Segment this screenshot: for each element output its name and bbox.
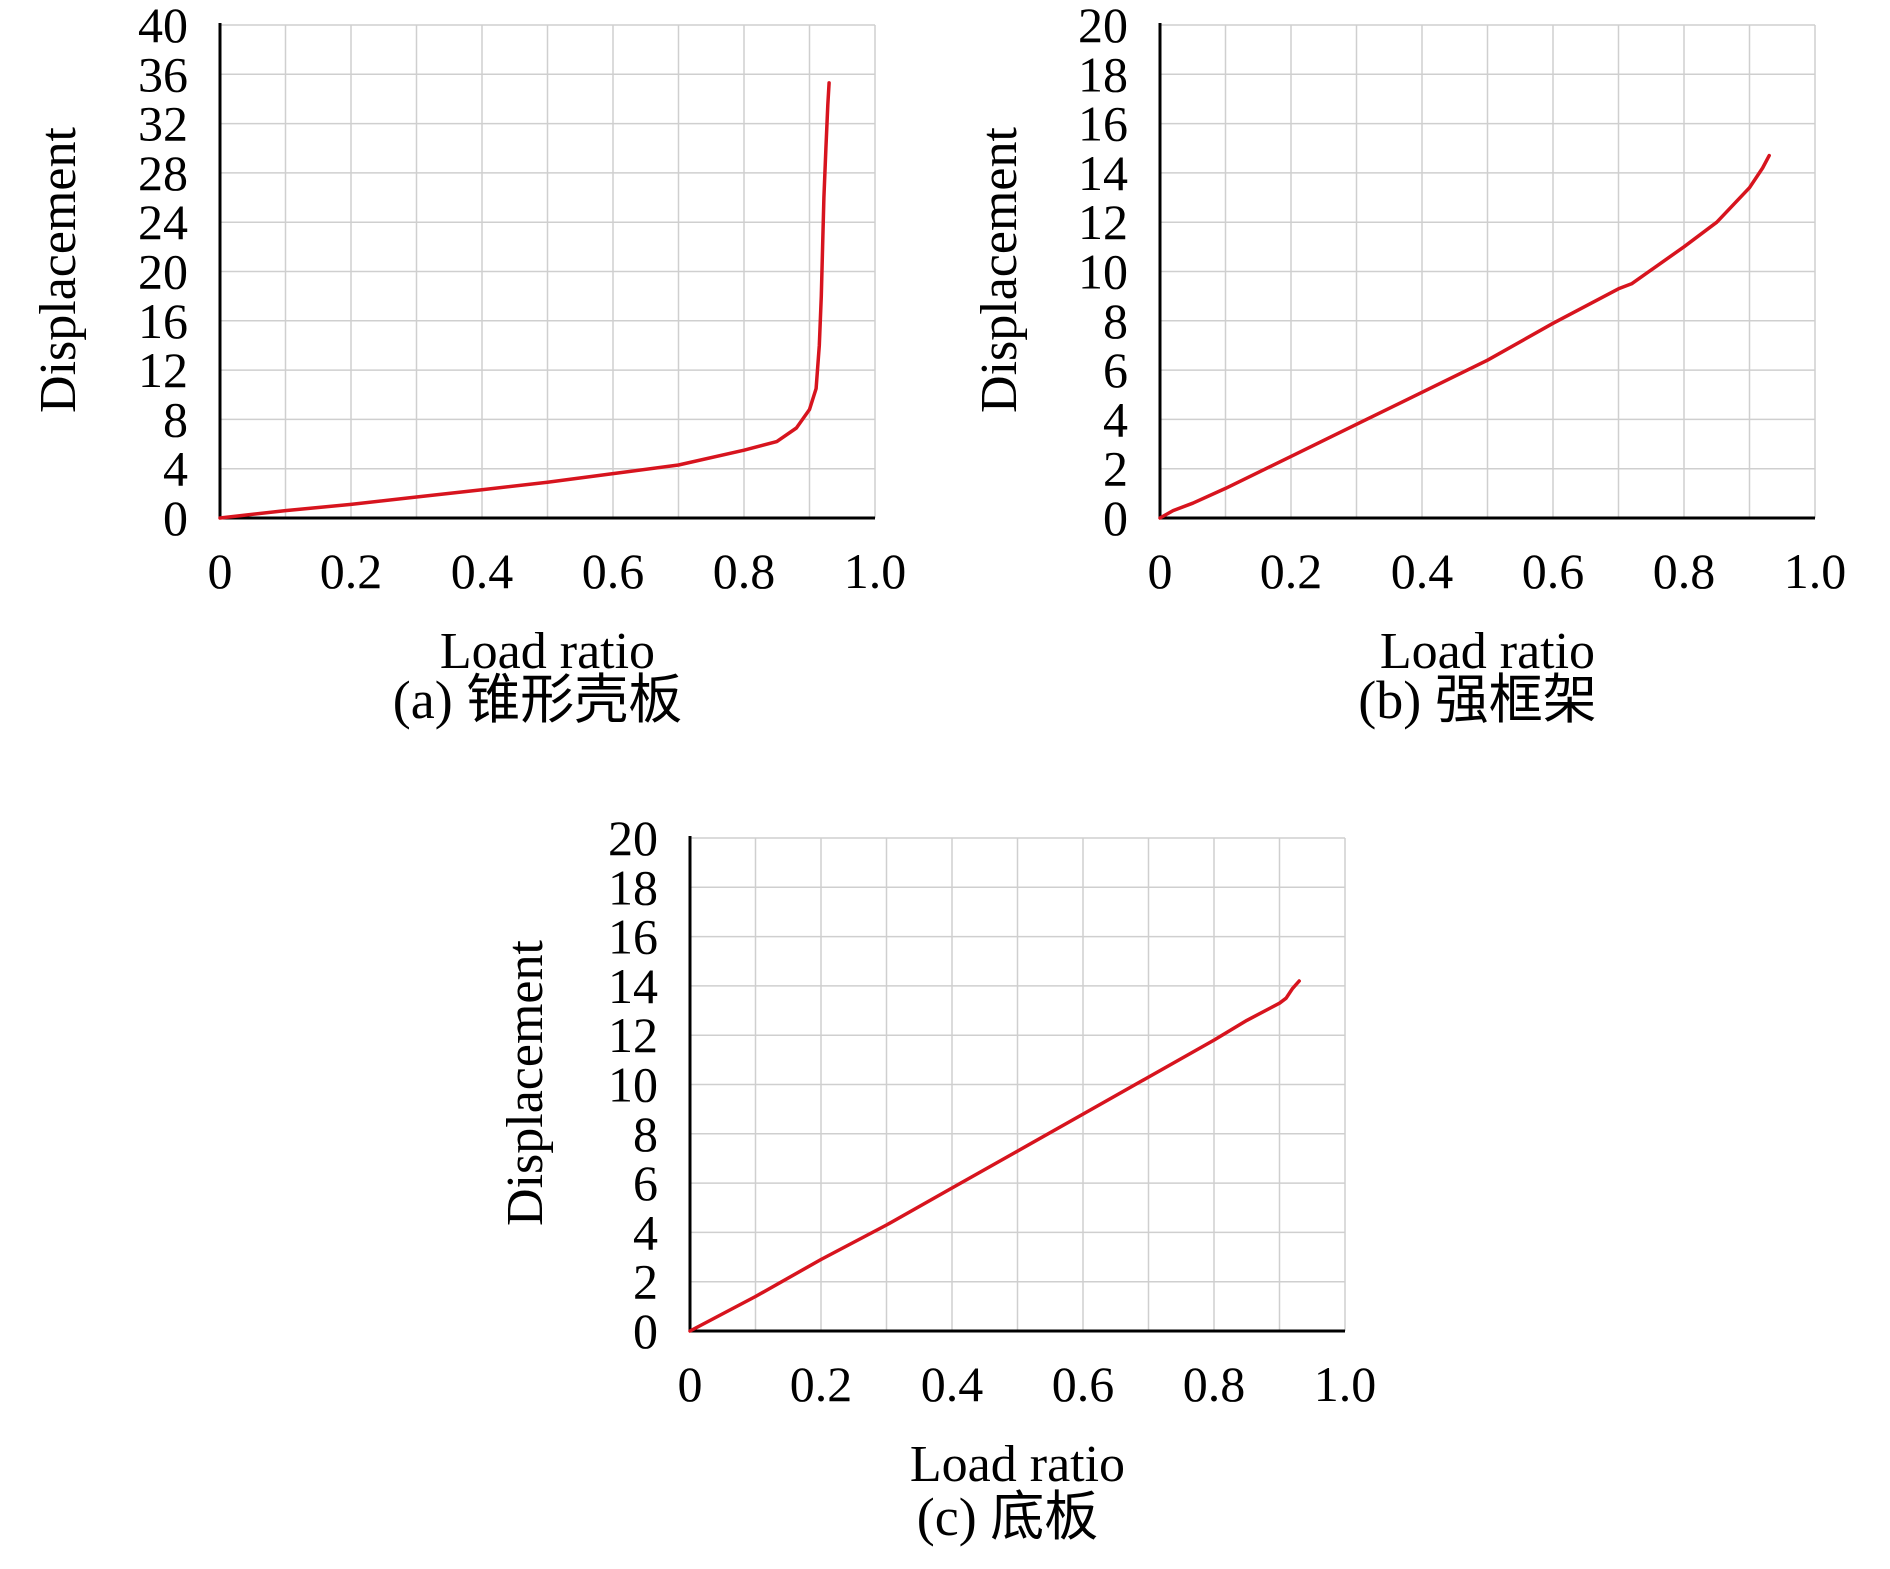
x-axis-label: Load ratio — [910, 1436, 1125, 1493]
y-tick-label: 28 — [138, 145, 188, 201]
x-tick-label: 0 — [208, 543, 233, 599]
x-tick-label: 0 — [678, 1356, 703, 1412]
grid — [1160, 24, 1816, 518]
y-tick-label: 18 — [1078, 46, 1128, 102]
y-tick-label: 16 — [1078, 96, 1128, 152]
y-tick-label: 20 — [608, 810, 658, 866]
y-tick-label: 12 — [138, 342, 188, 398]
y-tick-label: 2 — [1103, 441, 1128, 497]
y-tick-label: 12 — [1078, 194, 1128, 250]
x-tick-label: 0.2 — [790, 1356, 853, 1412]
x-tick-label: 0.6 — [1052, 1356, 1115, 1412]
x-tick-label: 0.8 — [1183, 1356, 1246, 1412]
panel-caption: (a) 锥形壳板 — [393, 670, 682, 730]
grid — [690, 837, 1346, 1331]
y-tick-label: 4 — [633, 1204, 658, 1260]
y-tick-label: 0 — [633, 1303, 658, 1359]
y-tick-label: 0 — [163, 490, 188, 546]
x-tick-label: 0.6 — [582, 543, 645, 599]
y-tick-label: 24 — [138, 194, 188, 250]
y-axis-label: Displacement — [497, 940, 554, 1226]
y-tick-label: 8 — [633, 1106, 658, 1162]
y-tick-label: 20 — [1078, 0, 1128, 53]
y-tick-label: 6 — [1103, 342, 1128, 398]
x-tick-label: 1.0 — [844, 543, 907, 599]
y-tick-label: 20 — [138, 244, 188, 300]
y-tick-label: 40 — [138, 0, 188, 53]
x-tick-label: 0.8 — [1653, 543, 1716, 599]
y-tick-label: 12 — [608, 1007, 658, 1063]
y-tick-label: 36 — [138, 46, 188, 102]
x-axis-label: Load ratio — [440, 623, 655, 680]
x-tick-label: 0.2 — [1260, 543, 1323, 599]
y-axis-label: Displacement — [30, 127, 87, 413]
y-tick-label: 8 — [163, 391, 188, 447]
y-tick-label: 16 — [608, 909, 658, 965]
y-tick-label: 14 — [1078, 145, 1128, 201]
y-tick-label: 18 — [608, 859, 658, 915]
y-tick-label: 0 — [1103, 490, 1128, 546]
x-axis-label: Load ratio — [1380, 623, 1595, 680]
y-tick-label: 10 — [608, 1057, 658, 1113]
y-tick-label: 2 — [633, 1254, 658, 1310]
x-tick-label: 0.4 — [921, 1356, 984, 1412]
series-line — [218, 81, 831, 520]
panel-caption: (b) 强框架 — [1358, 670, 1596, 730]
x-tick-label: 0 — [1148, 543, 1173, 599]
y-tick-label: 10 — [1078, 244, 1128, 300]
y-tick-label: 32 — [138, 96, 188, 152]
grid — [220, 24, 876, 518]
x-tick-label: 0.6 — [1522, 543, 1585, 599]
x-tick-label: 0.4 — [451, 543, 514, 599]
y-tick-label: 4 — [163, 441, 188, 497]
x-tick-label: 1.0 — [1784, 543, 1847, 599]
y-tick-label: 6 — [633, 1155, 658, 1211]
panel-caption: (c) 底板 — [917, 1487, 1098, 1547]
x-tick-label: 1.0 — [1314, 1356, 1377, 1412]
series-line — [1158, 153, 1771, 520]
x-tick-label: 0.4 — [1391, 543, 1454, 599]
y-tick-label: 14 — [608, 958, 658, 1014]
y-tick-label: 16 — [138, 293, 188, 349]
y-tick-label: 8 — [1103, 293, 1128, 349]
y-tick-label: 4 — [1103, 391, 1128, 447]
x-tick-label: 0.2 — [320, 543, 383, 599]
x-tick-label: 0.8 — [713, 543, 776, 599]
y-axis-label: Displacement — [971, 127, 1028, 413]
series-line — [688, 979, 1301, 1333]
